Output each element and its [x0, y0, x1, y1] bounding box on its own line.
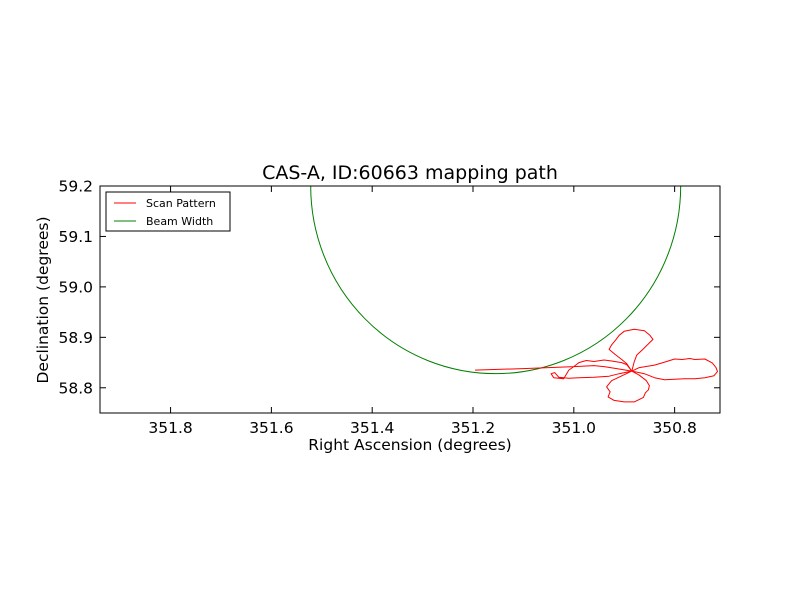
x-tick-label: 351.8	[148, 419, 192, 437]
beam-width-outline	[310, 186, 682, 375]
plot-frame	[99, 185, 721, 414]
x-tick-label: 351.6	[249, 419, 293, 437]
y-axis-label: Declination (degrees)	[34, 216, 52, 383]
x-tick-label: 351.4	[350, 419, 394, 437]
legend-label-scan-pattern: Scan Pattern	[146, 197, 216, 210]
series-layer	[310, 186, 718, 403]
x-tick-label: 351.2	[451, 419, 495, 437]
chart-title: CAS-A, ID:60663 mapping path	[262, 162, 558, 184]
legend-box	[105, 191, 231, 232]
x-axis-label: Right Ascension (degrees)	[308, 436, 511, 454]
x-tick-label: 350.8	[652, 419, 696, 437]
y-tick-label: 59.2	[58, 178, 93, 196]
legend: Scan Pattern Beam Width	[105, 191, 231, 232]
x-tick-label: 351.0	[552, 419, 596, 437]
y-tick-label: 59.0	[58, 278, 93, 296]
scan-pattern-line	[474, 328, 718, 403]
y-tick-label: 59.1	[58, 228, 93, 246]
legend-label-beam-width: Beam Width	[146, 215, 213, 228]
y-tick-label: 58.9	[58, 329, 93, 347]
tick-layer: 351.8 351.6 351.4 351.2 351.0 350.8 58.8 58.9 59…	[58, 178, 720, 437]
y-tick-label: 58.8	[58, 379, 93, 397]
